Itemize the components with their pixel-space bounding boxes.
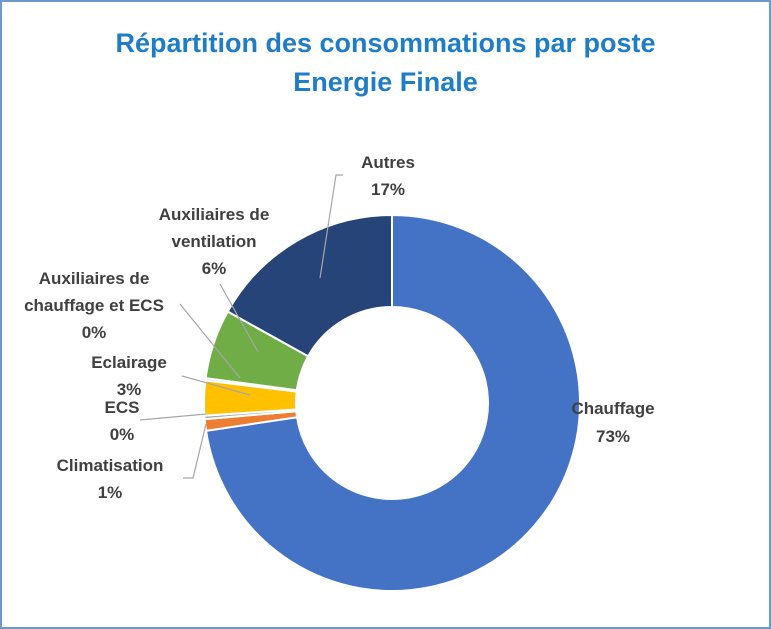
data-label-climatisation: Climatisation (57, 456, 164, 475)
leader-line-auxiliaires-de-ventilation (219, 283, 259, 353)
data-label-auxiliaires-de-ventilation-line1: Auxiliaires de (159, 205, 270, 224)
leader-line-eclairage (181, 375, 251, 396)
data-value-climatisation: 1% (98, 483, 123, 502)
leader-line-ecs (139, 413, 207, 421)
chart-title-line2: Energie Finale (293, 67, 478, 97)
data-label-chauffage: Chauffage (571, 399, 654, 418)
slice-chauffage (204, 213, 581, 592)
data-value-auxiliaires-de-ventilation: 6% (202, 259, 227, 278)
leader-line-climatisation (183, 423, 207, 479)
data-label-auxiliaires-de-ventilation-line2: ventilation (171, 232, 256, 251)
data-label-eclairage: Eclairage (91, 353, 167, 372)
data-value-eclairage: 3% (117, 380, 142, 399)
data-label-ecs: ECS (105, 398, 140, 417)
slice-autres (226, 213, 393, 358)
data-label-auxiliaires-de-chauffage-et-ecs-line1: Auxiliaires de (39, 269, 150, 288)
data-value-auxiliaires-de-chauffage-et-ecs: 0% (82, 323, 107, 342)
data-value-chauffage: 73% (596, 427, 630, 446)
data-label-autres: Autres (361, 153, 415, 172)
leader-line-autres (319, 174, 343, 279)
chart-title-line1: Répartition des consommations par poste (115, 28, 656, 58)
data-value-autres: 17% (371, 180, 405, 199)
data-value-ecs: 0% (110, 425, 135, 444)
leader-line-auxiliaires-de-chauffage-et-ecs (179, 303, 241, 379)
data-label-auxiliaires-de-chauffage-et-ecs-line2: chauffage et ECS (24, 296, 164, 315)
